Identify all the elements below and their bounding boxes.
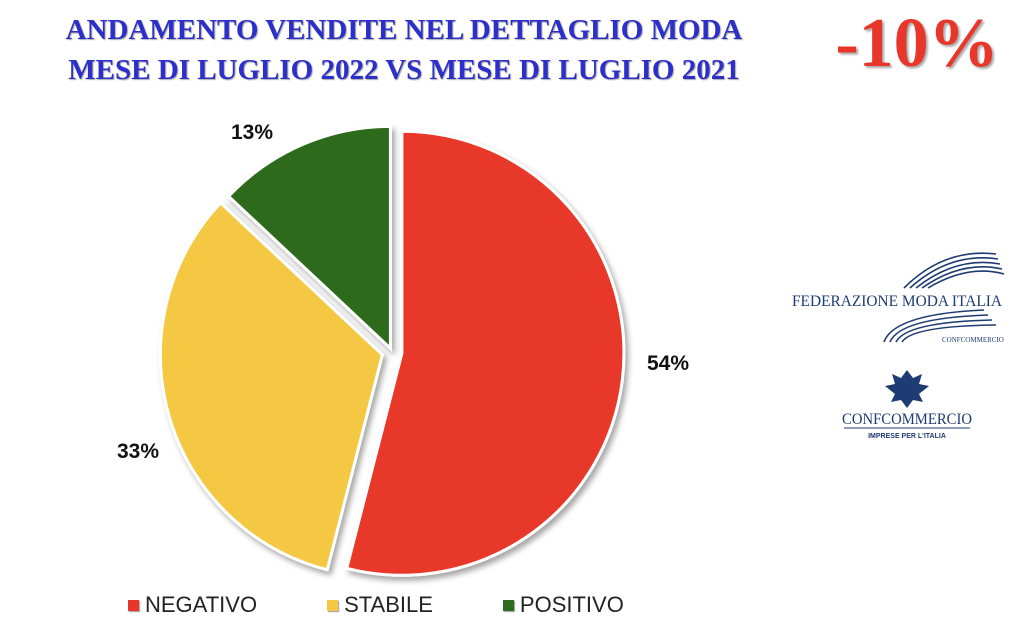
data-label-negativo: 54% [647,352,689,375]
pie-slice-positivo [226,124,392,352]
title-line-1: ANDAMENTO VENDITE NEL DETTAGLIO MODA [65,14,743,46]
fmi-logo-subtext: CONFCOMMERCIO [942,336,1004,344]
legend-swatch-negativo [128,599,139,611]
eagle-icon [885,370,929,408]
title-line-2: MESE DI LUGLIO 2022 VS MESE DI LUGLIO 20… [68,54,740,86]
legend-item-stabile: STABILE [327,592,433,618]
pie-slice-negativo [344,129,626,577]
fmi-logo-text: FEDERAZIONE MODA ITALIA [792,293,1002,310]
conf-logo-text: CONFCOMMERCIO [842,411,972,428]
pie-slice-stabile [158,200,385,572]
federazione-moda-italia-logo: FEDERAZIONE MODA ITALIA CONFCOMMERCIO [792,252,1005,344]
legend-swatch-positivo [502,599,514,611]
legend-label-positivo: POSITIVO [519,592,624,617]
chart-title: ANDAMENTO VENDITE NEL DETTAGLIO MODA MES… [20,10,788,90]
legend-label-negativo: NEGATIVO [145,592,258,617]
data-label-stabile: 33% [117,440,159,463]
conf-logo-subtext: IMPRESE PER L'ITALIA [868,433,946,440]
legend-swatch-stabile [327,599,339,611]
legend-label-stabile: STABILE [344,592,433,617]
legend-item-positivo: POSITIVO [502,592,624,618]
chart-legend: NEGATIVO STABILE POSITIVO [128,592,624,618]
headline-value: -10% [835,5,999,82]
confcommercio-logo: CONFCOMMERCIO IMPRESE PER L'ITALIA [842,370,972,440]
data-label-positivo: 13% [231,121,273,144]
legend-item-negativo: NEGATIVO [128,592,257,618]
